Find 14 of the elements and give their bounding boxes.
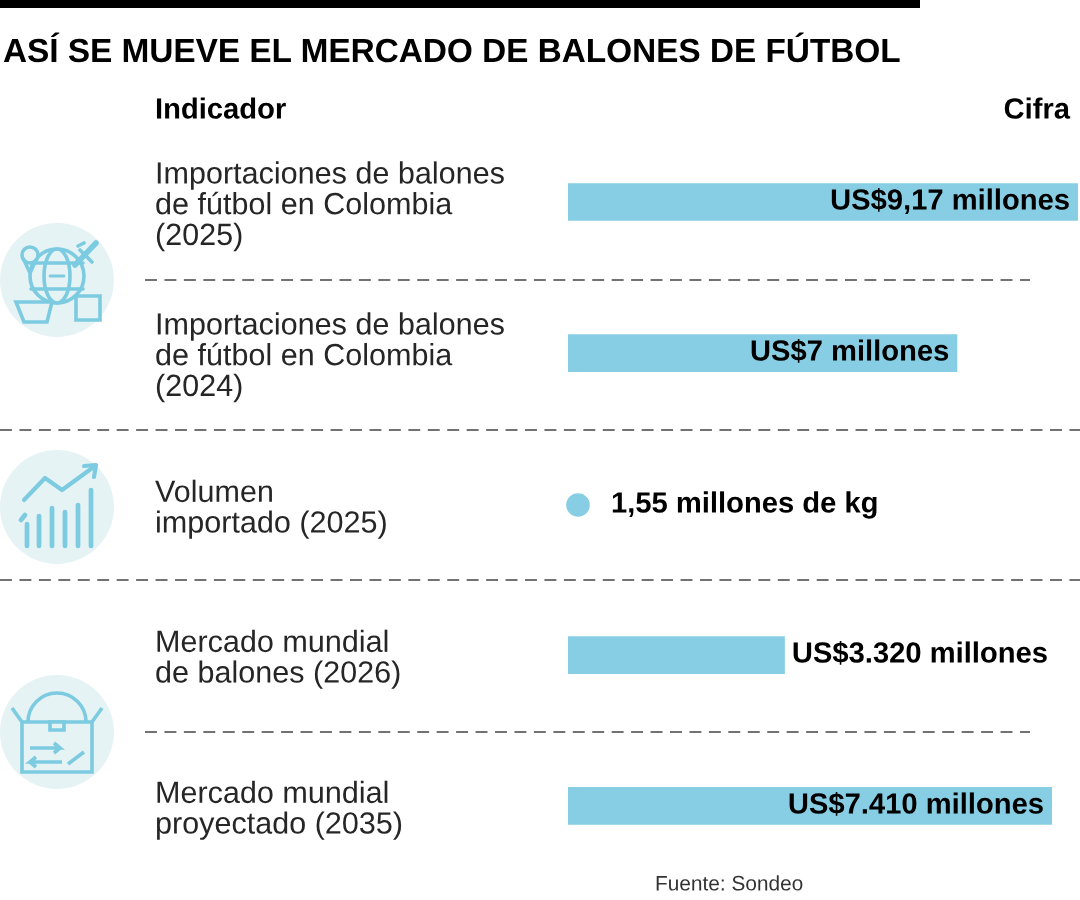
- annotation: Fuente: Sondeo: [656, 875, 803, 891]
- data-label: US$9,17 millones: [831, 187, 1069, 215]
- y-axis-title: Indicador: [156, 97, 286, 119]
- data-label: US$7.410 millones: [789, 791, 1043, 816]
- x-axis-title: Cifra: [1004, 97, 1071, 119]
- data-label: 1,55 millones de kg: [612, 491, 877, 519]
- category-label: Volumen importado (2025): [155, 479, 386, 539]
- data-label: US$3.320 millones: [793, 640, 1047, 665]
- y-tick-label: Mercado mundial de balones (2026): [156, 629, 400, 689]
- data-label: US$7 millones: [751, 338, 949, 363]
- y-tick-label: Importaciones de balones de fútbol en Colombia (2025): [156, 161, 504, 252]
- y-tick-label: Importaciones de balones de fútbol en Colombia (2024): [156, 312, 504, 403]
- y-tick-label: Mercado mundial proyectado (2035): [156, 780, 402, 840]
- chart-title: ASÍ SE MUEVE EL MERCADO DE BALONES DE FÚTBOL: [3, 32, 900, 63]
